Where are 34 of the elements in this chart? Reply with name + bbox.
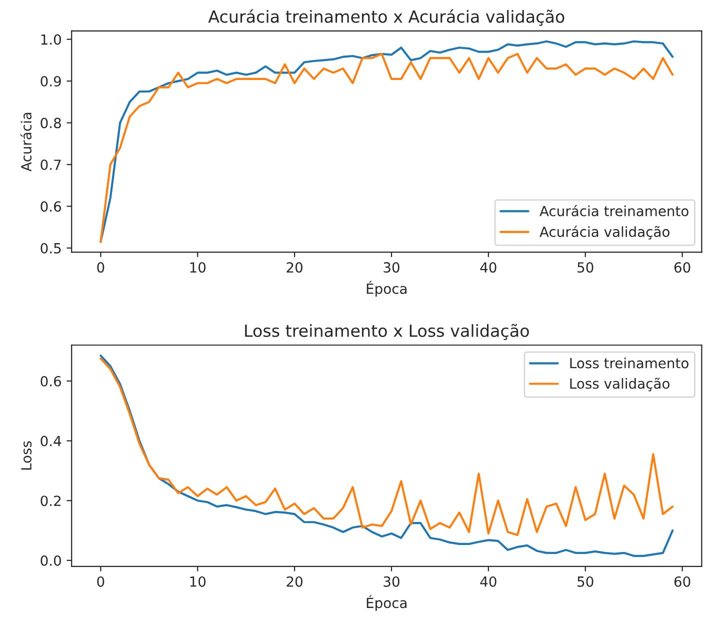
x-tick-label: 20 xyxy=(286,576,302,587)
chart-title: Loss treinamento x Loss validação xyxy=(245,324,529,340)
x-tick-label: 30 xyxy=(384,576,400,587)
y-tick-label: 0.6 xyxy=(40,201,62,212)
y-tick-label: 0.2 xyxy=(40,496,60,506)
x-axis-title: Época xyxy=(366,280,406,297)
x-tick-label: 40 xyxy=(480,576,496,587)
x-tick-label: 10 xyxy=(190,576,206,587)
y-tick-label: 0.5 xyxy=(40,243,61,254)
x-tick-label: 10 xyxy=(190,262,206,273)
y-tick-label: 0.6 xyxy=(40,376,62,386)
x-axis-title: Época xyxy=(366,595,406,611)
y-tick-label: 0.9 xyxy=(40,76,61,87)
x-tick-label: 20 xyxy=(286,262,302,273)
x-tick-label: 60 xyxy=(674,576,690,587)
y-axis-title: Acurácia xyxy=(20,112,32,172)
legend-label: Acurácia treinamento xyxy=(540,204,688,216)
x-tick-label: 0 xyxy=(97,576,104,587)
x-tick-label: 30 xyxy=(384,262,400,273)
y-tick-label: 1.0 xyxy=(41,34,61,45)
x-tick-label: 40 xyxy=(480,262,496,273)
legend-label: Loss treinamento xyxy=(570,358,688,368)
x-tick-label: 50 xyxy=(578,262,594,273)
y-tick-label: 0.8 xyxy=(40,118,61,128)
y-tick-label: 0.4 xyxy=(40,436,62,446)
y-tick-label: 0.0 xyxy=(40,555,61,566)
x-tick-label: 0 xyxy=(97,262,104,273)
legend-label: Acurácia validação xyxy=(540,226,670,240)
y-tick-label: 0.7 xyxy=(40,160,61,170)
x-tick-label: 50 xyxy=(578,576,594,587)
legend-label: Loss validação xyxy=(570,378,670,392)
y-axis-title: Loss xyxy=(21,441,32,470)
chart-title: Acurácia treinamento x Acurácia validação xyxy=(208,9,564,26)
x-tick-label: 60 xyxy=(674,262,690,273)
